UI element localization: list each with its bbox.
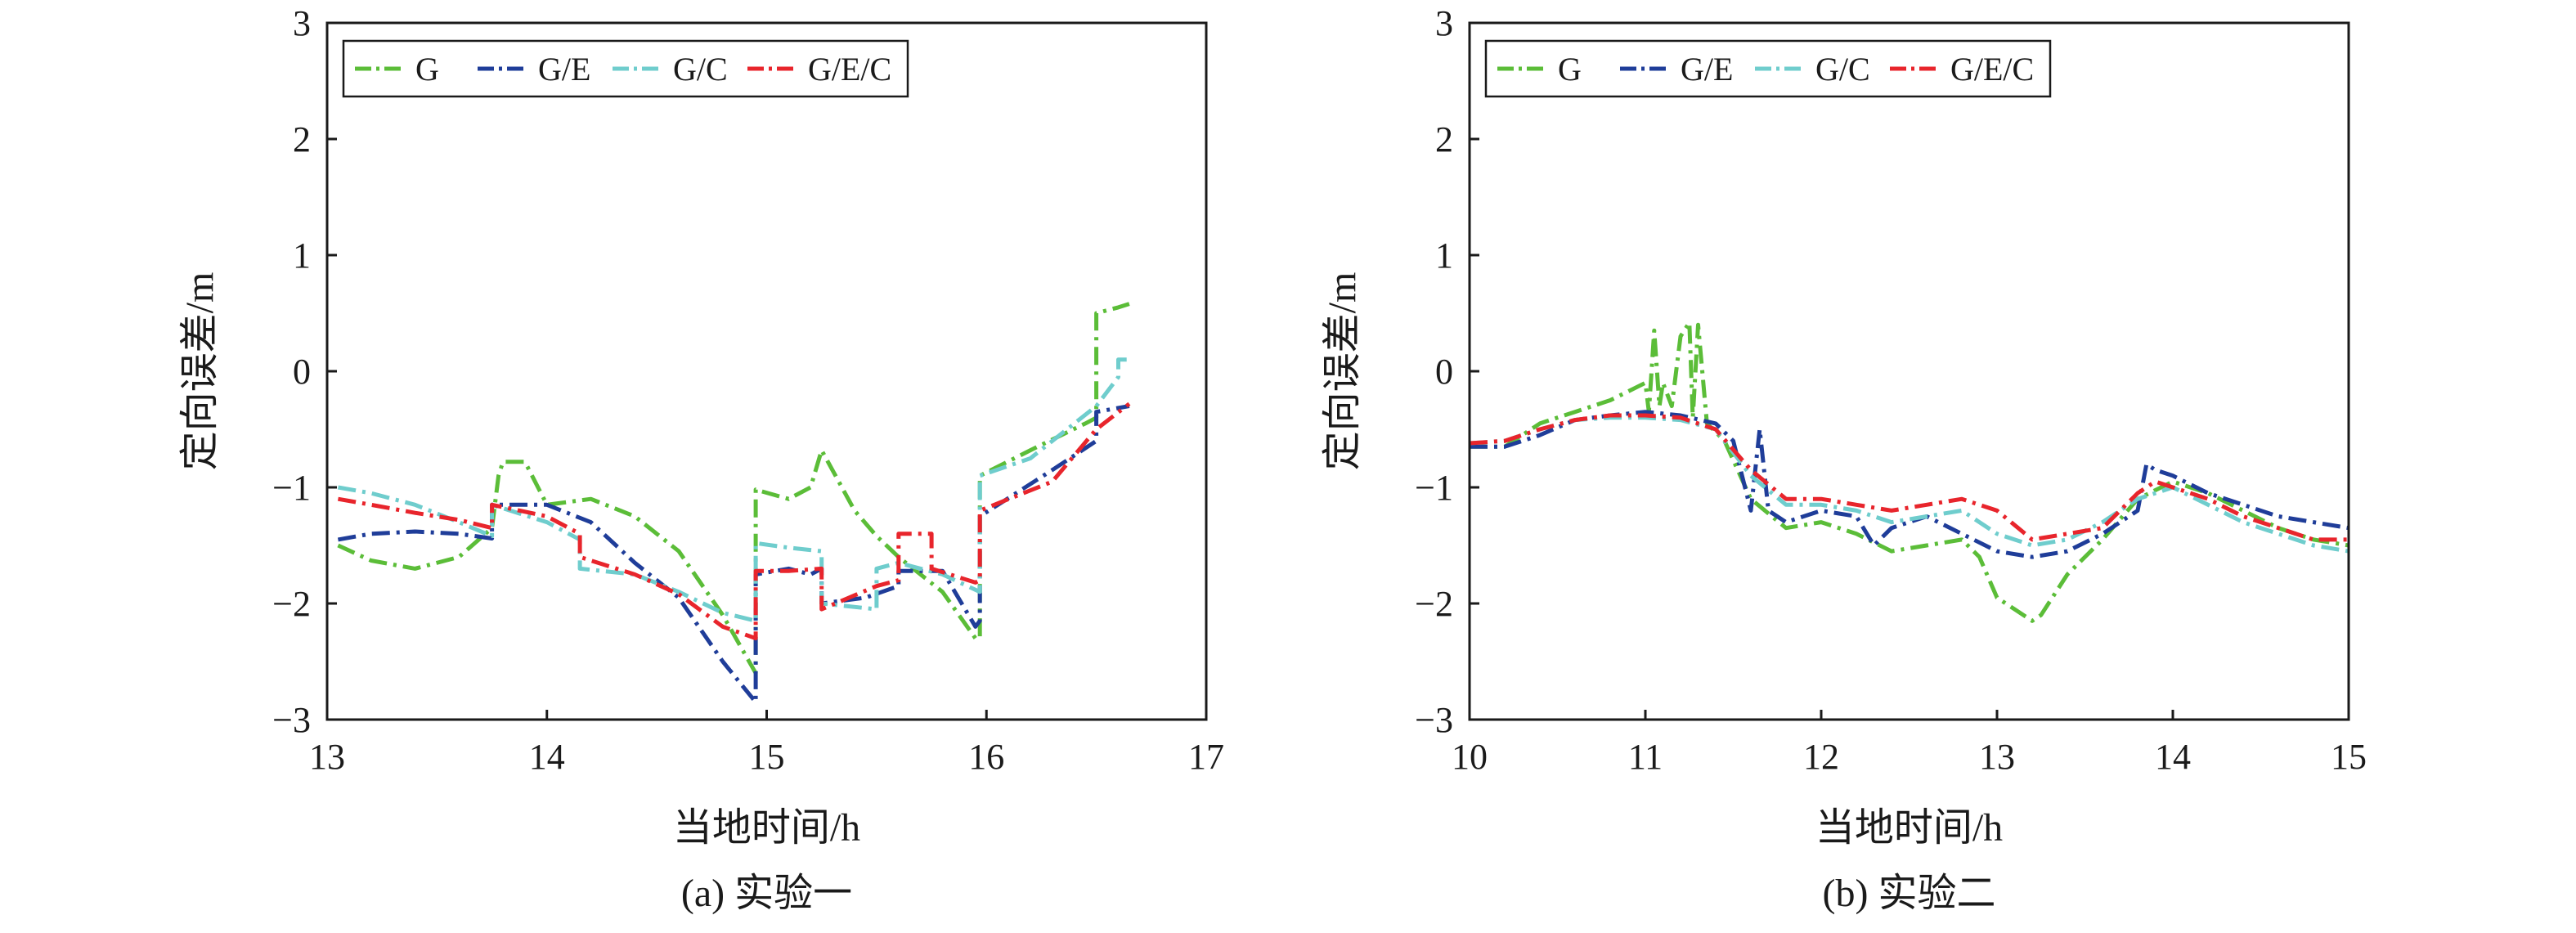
y-tick-label: −2	[1415, 584, 1453, 624]
y-tick-label: 1	[1435, 235, 1453, 276]
x-tick-label: 14	[2155, 737, 2191, 777]
x-axis-label: 当地时间/h	[673, 806, 860, 850]
x-tick-label: 15	[749, 737, 785, 777]
y-tick-label: 2	[293, 119, 311, 159]
legend-label: G/E/C	[808, 51, 891, 87]
legend-label: G/E/C	[1950, 51, 2034, 87]
y-tick-label: 0	[293, 352, 311, 392]
x-tick-label: 13	[1979, 737, 2015, 777]
y-tick-label: 3	[293, 3, 311, 43]
legend-label: G	[415, 51, 439, 87]
y-tick-label: −3	[272, 700, 311, 740]
series-line-g-e	[337, 404, 1130, 705]
y-tick-label: −3	[1415, 700, 1453, 740]
x-tick-label: 14	[529, 737, 565, 777]
x-tick-label: 16	[968, 737, 1004, 777]
y-tick-label: −1	[272, 468, 311, 508]
panel-caption: (a) 实验一	[681, 872, 852, 915]
legend: G G/E G/C G/E/C	[342, 39, 909, 98]
series-line-g-e	[1470, 410, 2349, 559]
y-tick-label: 3	[1435, 3, 1453, 43]
plot-frame	[325, 21, 1208, 721]
x-tick-label: 11	[1628, 737, 1663, 777]
x-tick-label: 13	[309, 737, 345, 777]
y-tick-label: 0	[1435, 352, 1453, 392]
series-line-g	[1470, 320, 2349, 623]
legend: G G/E G/C G/E/C	[1484, 39, 2052, 98]
panel-caption: (b) 实验二	[1823, 872, 1996, 915]
y-tick-label: 1	[293, 235, 311, 276]
legend-label: G/C	[1815, 51, 1870, 87]
legend-label: G/E	[538, 51, 590, 87]
legend-label: G/C	[673, 51, 728, 87]
legend-label: G	[1558, 51, 1582, 87]
x-tick-label: 17	[1188, 737, 1224, 777]
y-axis-label: 定向误差/m	[1321, 272, 1364, 471]
x-axis-label: 当地时间/h	[1815, 806, 2003, 850]
y-tick-label: −2	[272, 584, 311, 624]
chart-panel-a: 13 14 15 16 17 3 2 1 0 −1 −2 −3 当地时间/h 定向误差/m (a) 实验一 G…	[178, 3, 1224, 915]
plot-frame	[1468, 21, 2350, 721]
x-tick-label: 12	[1803, 737, 1839, 777]
x-tick-label: 10	[1452, 737, 1488, 777]
series-line-g	[337, 302, 1130, 675]
legend-label: G/E	[1681, 51, 1733, 87]
series-line-g-c	[337, 357, 1129, 623]
y-tick-label: 2	[1435, 119, 1453, 159]
x-tick-label: 15	[2331, 737, 2367, 777]
series-line-g-c	[1470, 415, 2349, 554]
y-axis-label: 定向误差/m	[178, 272, 222, 471]
y-tick-label: −1	[1415, 468, 1453, 508]
series-line-g-e-c	[1470, 413, 2349, 542]
series-line-g-e-c	[337, 401, 1131, 641]
